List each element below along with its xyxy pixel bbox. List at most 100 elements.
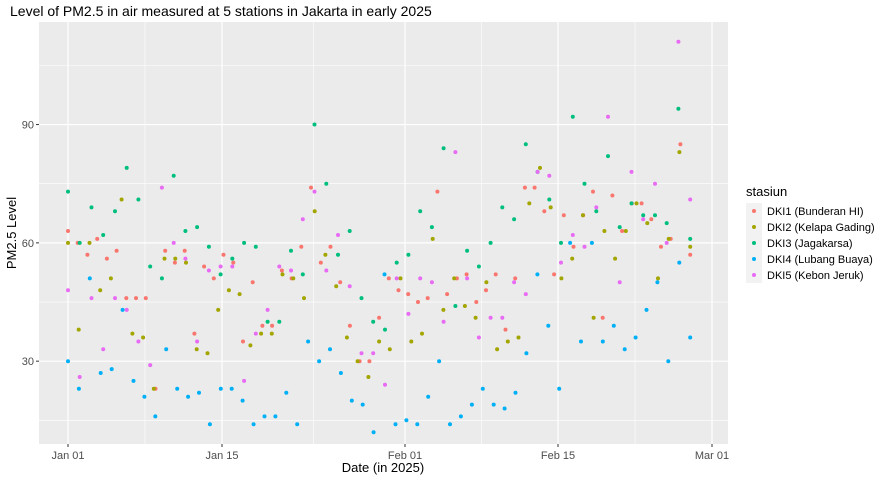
- point-dki1: [561, 213, 566, 218]
- point-dki2: [248, 343, 253, 348]
- point-dki1: [493, 272, 498, 277]
- point-dki1: [309, 185, 313, 190]
- point-dki1: [386, 276, 391, 281]
- point-dki5: [406, 311, 411, 316]
- point-dki1: [445, 292, 450, 297]
- point-dki4: [393, 422, 398, 427]
- point-dki2: [580, 213, 585, 218]
- point-dki1: [367, 359, 372, 364]
- point-dki4: [328, 347, 332, 352]
- point-dki5: [559, 260, 563, 265]
- point-dki5: [113, 296, 117, 301]
- point-dki5: [570, 233, 575, 237]
- point-dki4: [557, 386, 562, 391]
- point-dki5: [465, 276, 470, 281]
- point-dki3: [336, 252, 340, 257]
- point-dki4: [360, 402, 365, 407]
- point-dki5: [359, 351, 364, 356]
- point-dki5: [218, 264, 223, 269]
- point-dki2: [656, 276, 660, 281]
- point-dki1: [425, 296, 430, 301]
- point-dki1: [678, 142, 683, 147]
- point-dki1: [250, 280, 255, 285]
- point-dki5: [594, 205, 599, 210]
- legend-label: DKI4 (Lubang Buaya): [767, 254, 873, 266]
- point-dki3: [277, 319, 282, 324]
- point-dki2: [548, 205, 553, 210]
- point-dki2: [302, 296, 306, 301]
- point-dki2: [495, 347, 500, 352]
- point-dki4: [644, 307, 649, 312]
- point-dki2: [76, 327, 81, 332]
- point-dki5: [441, 319, 446, 324]
- point-dki2: [398, 276, 403, 281]
- point-dki5: [289, 268, 293, 273]
- point-dki2: [677, 150, 682, 155]
- point-dki5: [89, 296, 94, 301]
- point-dki4: [273, 414, 278, 419]
- point-dki1: [338, 280, 343, 285]
- point-dki3: [148, 264, 153, 269]
- point-dki2: [420, 331, 424, 336]
- point-dki3: [500, 205, 505, 210]
- x-axis: Jan 01 Jan 15 Feb 01 Feb 15 Mar 01: [51, 444, 729, 462]
- point-dki3: [113, 209, 117, 214]
- point-dki5: [148, 363, 153, 368]
- point-dki1: [299, 244, 304, 249]
- legend: stasiun DKI1 (Bunderan HI) DKI2 (Kelapa G…: [746, 184, 875, 283]
- point-dki2: [162, 256, 167, 261]
- point-dki3: [300, 272, 305, 277]
- point-dki5: [159, 185, 164, 190]
- point-dki4: [295, 422, 300, 427]
- point-dki4: [153, 414, 158, 419]
- point-dki4: [338, 371, 343, 375]
- point-dki2: [194, 347, 199, 352]
- legend-key: [752, 241, 756, 245]
- point-dki4: [229, 386, 234, 391]
- point-dki5: [617, 280, 622, 285]
- point-dki4: [251, 422, 256, 427]
- point-dki2: [291, 276, 296, 281]
- legend-key: [752, 209, 756, 213]
- x-tick-label: Feb 15: [541, 450, 575, 462]
- point-dki3: [89, 205, 94, 210]
- point-dki1: [192, 331, 197, 336]
- point-dki2: [666, 236, 671, 241]
- point-dki3: [512, 217, 517, 222]
- point-dki1: [124, 296, 129, 301]
- point-dki5: [688, 197, 693, 202]
- point-dki4: [677, 260, 682, 265]
- point-dki1: [649, 217, 654, 222]
- point-dki4: [404, 418, 409, 423]
- point-dki1: [221, 252, 226, 257]
- point-dki4: [262, 414, 267, 419]
- point-dki1: [328, 244, 333, 249]
- point-dki3: [676, 106, 681, 111]
- point-dki1: [571, 244, 576, 249]
- point-dki1: [231, 260, 236, 265]
- point-dki5: [242, 378, 247, 383]
- point-dki2: [366, 375, 371, 379]
- point-dki4: [688, 335, 693, 340]
- point-dki4: [415, 422, 420, 427]
- point-dki5: [347, 284, 352, 289]
- point-dki5: [476, 335, 481, 340]
- point-dki1: [552, 272, 557, 277]
- point-dki4: [284, 390, 289, 395]
- legend-label: DKI2 (Kelapa Gading): [767, 222, 875, 234]
- point-dki1: [318, 260, 323, 265]
- point-dki5: [523, 292, 528, 297]
- point-dki3: [159, 276, 164, 281]
- point-dki4: [98, 371, 103, 375]
- point-dki2: [634, 201, 639, 206]
- point-dki4: [437, 359, 442, 364]
- point-dki3: [617, 225, 622, 230]
- point-dki2: [87, 240, 92, 245]
- point-dki5: [66, 288, 70, 293]
- point-dki5: [265, 307, 270, 312]
- point-dki3: [547, 197, 552, 202]
- point-dki2: [645, 221, 650, 226]
- y-tick-label: 90: [22, 120, 34, 132]
- legend-label: DKI1 (Bunderan HI): [767, 206, 864, 218]
